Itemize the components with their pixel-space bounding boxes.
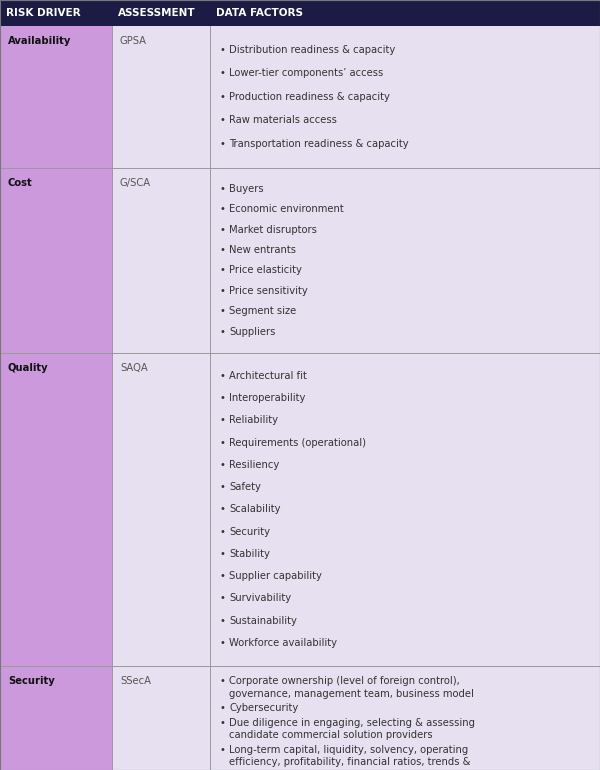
Text: Suppliers: Suppliers bbox=[229, 326, 275, 336]
Text: Market disruptors: Market disruptors bbox=[229, 225, 317, 235]
Bar bbox=[0, 26, 112, 168]
Text: •: • bbox=[220, 593, 226, 603]
Text: Corporate ownership (level of foreign control),: Corporate ownership (level of foreign co… bbox=[229, 676, 460, 686]
Text: Quality: Quality bbox=[8, 363, 49, 373]
Text: Architectural fit: Architectural fit bbox=[229, 370, 307, 380]
Text: efficiency, profitability, financial ratios, trends &: efficiency, profitability, financial rat… bbox=[229, 757, 471, 767]
Text: RISK DRIVER: RISK DRIVER bbox=[6, 8, 80, 18]
Text: •: • bbox=[220, 69, 226, 79]
Text: •: • bbox=[220, 504, 226, 514]
Text: •: • bbox=[220, 718, 226, 728]
Bar bbox=[210, 666, 600, 770]
Text: •: • bbox=[220, 286, 226, 296]
Text: Stability: Stability bbox=[229, 549, 270, 559]
Text: •: • bbox=[220, 676, 226, 686]
Text: Sustainability: Sustainability bbox=[229, 615, 297, 625]
Text: •: • bbox=[220, 638, 226, 648]
Text: G/SCA: G/SCA bbox=[120, 178, 151, 188]
Text: •: • bbox=[220, 460, 226, 470]
Text: •: • bbox=[220, 482, 226, 492]
Bar bbox=[112, 353, 210, 666]
Text: •: • bbox=[220, 415, 226, 425]
Text: Survivability: Survivability bbox=[229, 593, 292, 603]
Text: SAQA: SAQA bbox=[120, 363, 148, 373]
Text: •: • bbox=[220, 549, 226, 559]
Text: GPSA: GPSA bbox=[120, 36, 147, 46]
Text: Workforce availability: Workforce availability bbox=[229, 638, 337, 648]
Text: Production readiness & capacity: Production readiness & capacity bbox=[229, 92, 390, 102]
Text: Cybersecurity: Cybersecurity bbox=[229, 703, 298, 713]
Text: •: • bbox=[220, 266, 226, 276]
Text: SSecA: SSecA bbox=[120, 676, 151, 686]
Text: ASSESSMENT: ASSESSMENT bbox=[118, 8, 196, 18]
Text: Security: Security bbox=[8, 676, 55, 686]
Text: Price elasticity: Price elasticity bbox=[229, 266, 302, 276]
Text: Interoperability: Interoperability bbox=[229, 393, 305, 403]
Text: •: • bbox=[220, 116, 226, 126]
Text: Availability: Availability bbox=[8, 36, 71, 46]
Text: Economic environment: Economic environment bbox=[229, 204, 344, 214]
Text: •: • bbox=[220, 703, 226, 713]
Text: •: • bbox=[220, 204, 226, 214]
Bar bbox=[210, 353, 600, 666]
Text: Price sensitivity: Price sensitivity bbox=[229, 286, 308, 296]
Text: DATA FACTORS: DATA FACTORS bbox=[216, 8, 303, 18]
Text: Scalability: Scalability bbox=[229, 504, 281, 514]
Text: Segment size: Segment size bbox=[229, 306, 296, 316]
Text: Long-term capital, liquidity, solvency, operating: Long-term capital, liquidity, solvency, … bbox=[229, 745, 469, 755]
Bar bbox=[0, 168, 112, 353]
Text: •: • bbox=[220, 745, 226, 755]
Text: •: • bbox=[220, 326, 226, 336]
Text: Transportation readiness & capacity: Transportation readiness & capacity bbox=[229, 139, 409, 149]
Bar bbox=[112, 26, 210, 168]
Text: Lower-tier components’ access: Lower-tier components’ access bbox=[229, 69, 383, 79]
Text: •: • bbox=[220, 245, 226, 255]
Text: Resiliency: Resiliency bbox=[229, 460, 280, 470]
Text: Cost: Cost bbox=[8, 178, 32, 188]
Text: candidate commercial solution providers: candidate commercial solution providers bbox=[229, 730, 433, 740]
Text: Security: Security bbox=[229, 527, 270, 537]
Text: •: • bbox=[220, 571, 226, 581]
Text: Supplier capability: Supplier capability bbox=[229, 571, 322, 581]
Bar bbox=[112, 666, 210, 770]
Text: Distribution readiness & capacity: Distribution readiness & capacity bbox=[229, 45, 395, 55]
Text: •: • bbox=[220, 393, 226, 403]
Bar bbox=[0, 353, 112, 666]
Text: •: • bbox=[220, 437, 226, 447]
Bar bbox=[0, 666, 112, 770]
Bar bbox=[210, 168, 600, 353]
Text: Due diligence in engaging, selecting & assessing: Due diligence in engaging, selecting & a… bbox=[229, 718, 475, 728]
Text: •: • bbox=[220, 370, 226, 380]
Text: governance, management team, business model: governance, management team, business mo… bbox=[229, 688, 474, 698]
Text: Reliability: Reliability bbox=[229, 415, 278, 425]
Text: •: • bbox=[220, 527, 226, 537]
Text: •: • bbox=[220, 225, 226, 235]
Text: Requirements (operational): Requirements (operational) bbox=[229, 437, 366, 447]
Bar bbox=[210, 26, 600, 168]
Text: Buyers: Buyers bbox=[229, 184, 264, 194]
Text: •: • bbox=[220, 139, 226, 149]
Text: Raw materials access: Raw materials access bbox=[229, 116, 337, 126]
Text: •: • bbox=[220, 615, 226, 625]
Text: •: • bbox=[220, 184, 226, 194]
Text: •: • bbox=[220, 92, 226, 102]
Text: New entrants: New entrants bbox=[229, 245, 296, 255]
Bar bbox=[0, 0, 600, 26]
Text: •: • bbox=[220, 306, 226, 316]
Text: Safety: Safety bbox=[229, 482, 261, 492]
Text: •: • bbox=[220, 45, 226, 55]
Bar bbox=[112, 168, 210, 353]
